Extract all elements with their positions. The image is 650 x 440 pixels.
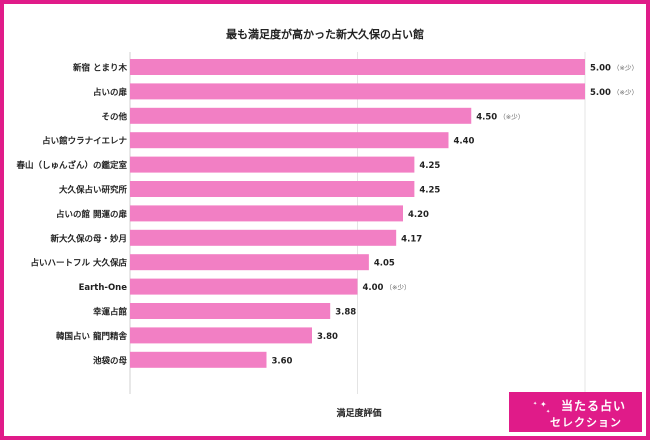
bar [130, 205, 403, 222]
brand-logo: ✦ ✦ ✦ 当たる占い セレクション [509, 392, 642, 432]
data-label: 3.88 [335, 308, 356, 318]
bar-chart: 新宿 とまり木 5.00 （※少）占いの扉 5.00 （※少）その他 4.50 （※少）占い… [15, 52, 638, 394]
bar [130, 327, 312, 344]
category-label: 大久保占い研究所 [59, 185, 128, 196]
category-label: 新宿 とまり木 [73, 63, 127, 74]
category-label: 春山（しゅんざん）の鑑定室 [15, 160, 127, 171]
svg-text:✦: ✦ [540, 400, 547, 409]
bar [130, 59, 585, 75]
bar [130, 156, 415, 173]
data-note: （※少） [613, 64, 638, 72]
svg-text:✦: ✦ [533, 401, 537, 407]
data-label: 4.50 [476, 112, 497, 122]
category-label: 占い館ウラナイエレナ [42, 136, 127, 147]
bar [130, 303, 331, 319]
bar [130, 229, 397, 246]
bar [130, 181, 415, 197]
svg-text:✦: ✦ [546, 409, 550, 415]
moon-stars-icon: ✦ ✦ ✦ [522, 400, 550, 423]
data-label: 4.40 [454, 137, 475, 147]
chart-title: 最も満足度が高かった新大久保の占い館 [226, 28, 424, 41]
data-label: 4.25 [419, 186, 440, 196]
category-label: その他 [101, 111, 127, 122]
data-note: （※少） [613, 88, 638, 96]
data-label: 4.17 [401, 234, 422, 244]
bar [130, 254, 369, 271]
category-label: Earth-One [79, 283, 128, 293]
category-label: 幸運占館 [93, 307, 128, 318]
data-label: 4.25 [419, 161, 440, 171]
data-label: 4.05 [374, 259, 395, 269]
data-note: （※少） [386, 284, 411, 292]
category-label: 池袋の母 [93, 355, 128, 366]
category-label: 新大久保の母・妙月 [50, 233, 127, 244]
category-label: 占いハートフル 大久保店 [31, 258, 128, 269]
category-label: 占いの館 開運の扉 [56, 209, 127, 220]
x-axis-label: 満足度評価 [336, 409, 382, 419]
data-label: 3.60 [272, 356, 293, 366]
data-label: 4.00 [363, 283, 384, 293]
data-label: 4.20 [408, 210, 429, 220]
logo-line-1: 当たる占い [561, 399, 627, 413]
bar [130, 107, 472, 124]
logo-line-2: セレクション [550, 416, 622, 429]
data-label: 5.00 [590, 64, 611, 74]
category-label: 韓国占い 龍門精舎 [56, 331, 127, 342]
bar [130, 132, 449, 149]
chart-card: 最も満足度が高かった新大久保の占い館 新宿 とまり木 5.00 （※少） 占いの扉 5.… [4, 4, 646, 436]
bar [130, 278, 358, 295]
data-label: 5.00 [590, 88, 611, 98]
data-note: （※少） [499, 113, 524, 121]
category-label: 占いの扉 [93, 87, 128, 98]
bar [130, 83, 585, 100]
bar [130, 351, 267, 368]
data-label: 3.80 [317, 332, 338, 342]
